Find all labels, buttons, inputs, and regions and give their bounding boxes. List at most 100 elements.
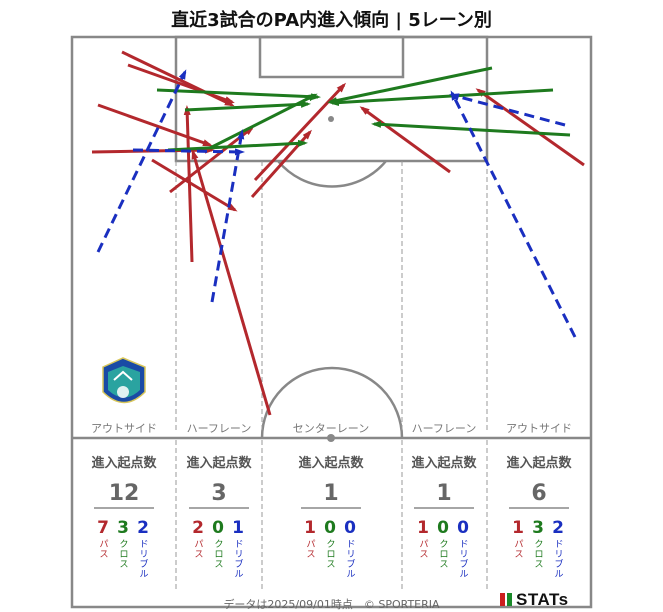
lane-5-pass-count: 1 bbox=[512, 518, 524, 538]
lane-total-value-2: 3 bbox=[211, 481, 226, 506]
lane-2-dribble-label-char: ブ bbox=[234, 558, 243, 570]
lane-total-value-4: 1 bbox=[436, 481, 451, 506]
lane-stats: 進入起点数127パス3クロス2ドリブル進入起点数32パス0クロス1ドリブル進入起… bbox=[91, 455, 572, 580]
lane-1-dribble-count: 2 bbox=[137, 518, 149, 538]
lane-3-dribble-label-char: リ bbox=[346, 550, 355, 560]
pass-arrow-7 bbox=[183, 105, 194, 263]
cross-arrow-1 bbox=[156, 88, 321, 101]
lane-4-cross-label-char: ロ bbox=[439, 550, 448, 560]
lane-3-pass-label-char: パ bbox=[306, 539, 315, 550]
lane-4-pass-count: 1 bbox=[417, 518, 429, 538]
penalty-arc bbox=[277, 160, 387, 188]
lane-1-dribble-label-char: ル bbox=[139, 570, 148, 580]
chart-title: 直近3試合のPA内進入傾向 | 5レーン別 bbox=[171, 10, 492, 31]
lane-5-dribble-label-char: ル bbox=[554, 570, 563, 580]
lane-total-label-4: 進入起点数 bbox=[411, 455, 477, 471]
dribble-arrow-4 bbox=[450, 90, 577, 338]
lane-2-cross-label-char: ロ bbox=[214, 550, 223, 560]
stats-logo: STATs bbox=[500, 590, 569, 610]
lane-1-cross-label-char: ス bbox=[119, 560, 128, 570]
lane-4-cross-count: 0 bbox=[437, 518, 449, 538]
lane-5-dribble-count: 2 bbox=[552, 518, 564, 538]
lane-4-pass-label-char: パ bbox=[419, 539, 428, 550]
lane-3-cross-label-char: ロ bbox=[326, 550, 335, 560]
lane-1-cross-label-char: ロ bbox=[119, 550, 128, 560]
dribble-arrow-5 bbox=[449, 93, 566, 127]
lane-1-pass-count: 7 bbox=[97, 518, 109, 538]
pass-arrow-10 bbox=[359, 106, 451, 174]
lane-3-pass-label-char: ス bbox=[306, 550, 315, 560]
lane-3-dribble-label-char: ブ bbox=[346, 558, 355, 570]
dribble-arrow-2 bbox=[132, 148, 245, 156]
lane-2-cross-label-char: ス bbox=[214, 560, 223, 570]
lane-2-dribble-label-char: ル bbox=[234, 570, 243, 580]
cross-arrow-4 bbox=[209, 93, 318, 150]
lane-label-5: アウトサイド bbox=[506, 422, 572, 435]
lane-1-pass-label-char: パ bbox=[99, 539, 108, 550]
lane-1-pass-label-char: ス bbox=[99, 550, 108, 560]
lane-4-cross-label-char: ク bbox=[439, 539, 448, 550]
lane-2-pass-label-char: ス bbox=[194, 550, 203, 560]
center-circle bbox=[260, 366, 404, 439]
lane-2-dribble-label-char: リ bbox=[234, 550, 243, 560]
pass-arrow-3 bbox=[97, 103, 213, 147]
lane-total-value-1: 12 bbox=[109, 481, 140, 506]
lane-4-dribble-label-char: ル bbox=[459, 570, 468, 580]
lane-3-cross-label-char: ス bbox=[326, 560, 335, 570]
pass-arrow-11 bbox=[475, 88, 585, 167]
lane-5-cross-label-char: ス bbox=[534, 560, 543, 570]
cross-arrow-5 bbox=[327, 66, 493, 104]
lane-5-cross-label-char: ク bbox=[534, 539, 543, 550]
lane-1-dribble-label-char: リ bbox=[139, 550, 148, 560]
lane-label-3: センターレーン bbox=[293, 422, 369, 435]
cross-arrow-6 bbox=[329, 88, 554, 107]
lane-3-dribble-label-char: ド bbox=[346, 540, 355, 550]
lane-4-dribble-label-char: ド bbox=[459, 540, 468, 550]
lane-label-4: ハーフレーン bbox=[412, 422, 477, 435]
lane-total-label-3: 進入起点数 bbox=[298, 455, 364, 471]
cross-arrow-2 bbox=[184, 100, 311, 112]
lane-5-dribble-label-char: ド bbox=[554, 540, 563, 550]
lane-5-pass-label-char: パ bbox=[514, 539, 523, 550]
lane-5-pass-label-char: ス bbox=[514, 550, 523, 560]
lane-total-label-2: 進入起点数 bbox=[186, 455, 252, 471]
lane-4-dribble-count: 0 bbox=[457, 518, 469, 538]
club-crest bbox=[102, 357, 146, 404]
lane-label-2: ハーフレーン bbox=[187, 422, 252, 435]
lane-5-dribble-label-char: ブ bbox=[554, 558, 563, 570]
lane-total-label-5: 進入起点数 bbox=[506, 455, 572, 471]
lane-total-label-1: 進入起点数 bbox=[91, 455, 157, 471]
entry-arrows bbox=[91, 50, 585, 416]
lane-3-dribble-label-char: ル bbox=[346, 570, 355, 580]
lane-1-cross-label-char: ク bbox=[119, 539, 128, 550]
pass-arrow-8 bbox=[191, 149, 272, 416]
lane-4-dribble-label-char: ブ bbox=[459, 558, 468, 570]
brand-text: STATs bbox=[516, 590, 569, 609]
dribble-arrow-1 bbox=[96, 69, 187, 253]
lane-4-dribble-label-char: リ bbox=[459, 550, 468, 560]
lane-1-dribble-label-char: ブ bbox=[139, 558, 148, 570]
lane-5-dribble-label-char: リ bbox=[554, 550, 563, 560]
lane-2-pass-label-char: パ bbox=[194, 539, 203, 550]
goal-area bbox=[258, 35, 405, 79]
dribble-arrow-3 bbox=[210, 129, 245, 303]
lane-5-cross-count: 3 bbox=[532, 518, 544, 538]
cross-arrow-3 bbox=[167, 139, 308, 152]
pass-arrow-12 bbox=[253, 82, 347, 182]
lane-2-dribble-label-char: ド bbox=[234, 540, 243, 550]
lane-5-cross-label-char: ロ bbox=[534, 550, 543, 560]
lane-3-cross-label-char: ク bbox=[326, 539, 335, 550]
penalty-spot bbox=[328, 116, 334, 122]
lane-3-cross-count: 0 bbox=[324, 518, 336, 538]
lane-4-pass-label-char: ス bbox=[419, 550, 428, 560]
lane-2-cross-count: 0 bbox=[212, 518, 224, 538]
center-spot bbox=[327, 434, 335, 442]
pass-arrow-2 bbox=[127, 63, 235, 104]
lane-2-dribble-count: 1 bbox=[232, 518, 244, 538]
lane-1-dribble-label-char: ド bbox=[139, 540, 148, 550]
footer-text: データは2025/09/01時点 © SPORTERIA bbox=[223, 598, 440, 611]
lane-3-dribble-count: 0 bbox=[344, 518, 356, 538]
lane-1-cross-count: 3 bbox=[117, 518, 129, 538]
pass-arrow-5 bbox=[151, 158, 238, 212]
